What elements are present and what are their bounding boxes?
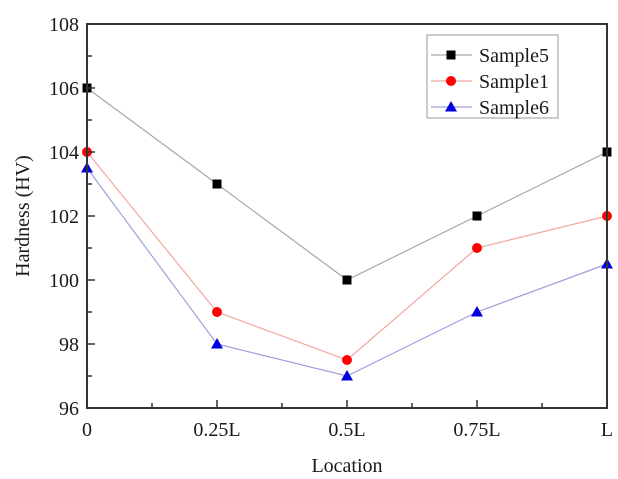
- series-line: [86, 151, 608, 361]
- y-axis-title: Hardness (HV): [12, 155, 34, 277]
- legend-label: Sample6: [479, 97, 549, 119]
- data-point: [211, 338, 223, 349]
- data-point: [342, 355, 352, 365]
- y-tick-label: 98: [59, 334, 79, 356]
- y-tick-label: 102: [49, 206, 79, 228]
- x-axis-title: Location: [311, 455, 382, 477]
- ticks-layer: [86, 23, 608, 409]
- x-tick-label: 0.5L: [328, 419, 365, 441]
- data-point: [341, 370, 353, 381]
- y-tick-label: 108: [49, 14, 79, 36]
- x-tick-label: L: [601, 419, 613, 441]
- data-point: [342, 275, 352, 285]
- x-tick-label: 0: [82, 419, 92, 441]
- data-point: [212, 179, 222, 189]
- series-layer: [81, 83, 613, 381]
- legend: Sample5 Sample1 Sample6: [426, 34, 559, 119]
- legend-item-sample1: Sample1: [431, 71, 549, 93]
- series-line: [86, 167, 608, 377]
- y-tick-label: 96: [59, 398, 79, 420]
- legend-marker: [445, 101, 457, 112]
- series-sample6: [81, 162, 613, 381]
- legend-marker: [446, 76, 456, 86]
- legend-item-sample5: Sample5: [431, 45, 549, 67]
- legend-item-sample6: Sample6: [431, 97, 549, 119]
- series-sample1: [82, 147, 612, 365]
- data-point: [472, 211, 482, 221]
- legend-marker: [446, 50, 456, 60]
- data-point: [471, 306, 483, 317]
- y-tick-label: 104: [49, 142, 79, 164]
- legend-label: Sample1: [479, 71, 549, 93]
- x-tick-label: 0.75L: [453, 419, 500, 441]
- legend-label: Sample5: [479, 45, 549, 67]
- x-tick-label: 0.25L: [193, 419, 240, 441]
- y-tick-label: 106: [49, 78, 79, 100]
- y-tick-label: 100: [49, 270, 79, 292]
- data-point: [472, 243, 482, 253]
- tick-labels: 96 98 100 102 104 106 108 0 0.25L 0.5L 0.75L L: [49, 14, 613, 441]
- data-point: [212, 307, 222, 317]
